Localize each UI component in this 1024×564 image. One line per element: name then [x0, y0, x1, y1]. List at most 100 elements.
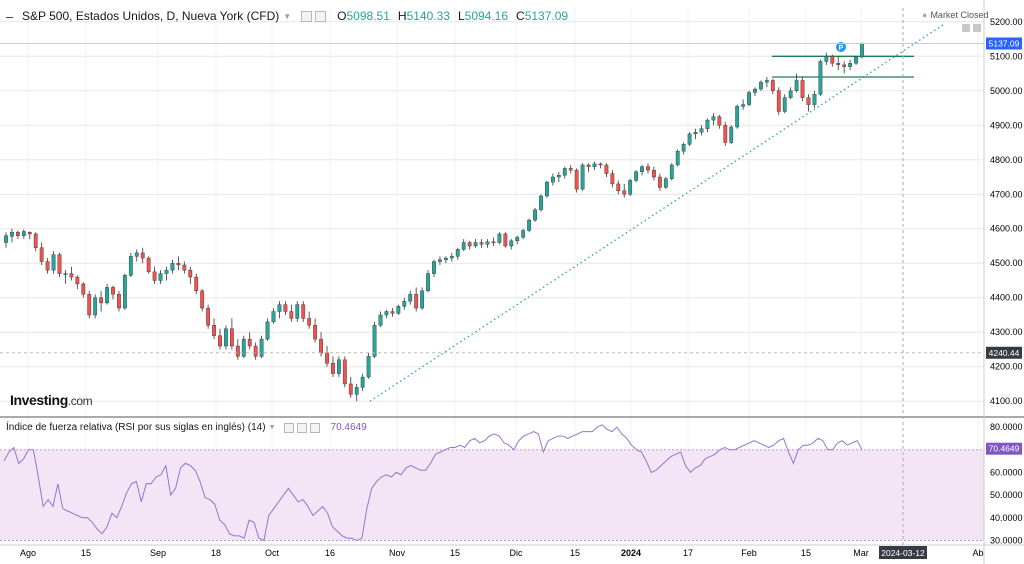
candle-body — [723, 125, 728, 143]
candle-body — [331, 363, 335, 374]
candle-body — [497, 233, 502, 243]
ohlc-values: O 5098.51 H 5140.33 L 5094.16 C 5137.09 — [329, 9, 568, 23]
candle-body — [473, 242, 478, 247]
candle-body — [806, 97, 811, 105]
candle-body — [224, 328, 228, 347]
candle-body — [509, 240, 514, 247]
candle-body — [610, 173, 615, 185]
candle-body — [21, 231, 26, 236]
visibility-icon[interactable] — [301, 10, 313, 22]
instrument-title[interactable]: S&P 500, Estados Unidos, D, Nueva York (… — [22, 9, 280, 23]
market-status-text: Market Closed — [930, 10, 989, 20]
candle-body — [420, 290, 425, 309]
candle-body — [218, 335, 222, 347]
candle-body — [711, 116, 716, 121]
candle-body — [788, 90, 793, 98]
candle-body — [253, 345, 258, 357]
candle-body — [545, 181, 549, 197]
candle-body — [81, 283, 86, 295]
candle-body — [342, 359, 347, 385]
price-tick-label: 4900.00 — [990, 120, 1023, 130]
candle-body — [842, 64, 847, 67]
candle-body — [200, 290, 205, 309]
low-value: 5094.16 — [464, 9, 509, 23]
rsi-title[interactable]: Índice de fuerza relativa (RSI por sus s… — [6, 422, 266, 433]
candle-body — [408, 294, 413, 302]
candle-body — [39, 247, 44, 262]
candle-body — [794, 80, 799, 91]
candle-body — [669, 164, 674, 179]
rsi-close-icon[interactable] — [309, 422, 320, 433]
time-tick-label: 15 — [81, 548, 91, 558]
crosshair-date-bg — [879, 546, 927, 559]
time-tick-label: Ab — [972, 548, 983, 558]
trend-lines — [369, 22, 946, 402]
candle-body — [325, 352, 329, 364]
candle-body — [622, 190, 627, 195]
candle-body — [485, 241, 490, 245]
time-tick-label: Feb — [741, 548, 757, 558]
low-label: L — [457, 9, 465, 23]
candle-body — [229, 328, 234, 347]
open-value: 5098.51 — [346, 9, 390, 23]
rsi-chevron-down-icon[interactable]: ▼ — [268, 424, 276, 431]
candle-body — [741, 104, 746, 107]
candle-body — [51, 254, 56, 271]
candle-body — [717, 116, 722, 126]
candle-body — [396, 306, 401, 314]
status-dot-icon: ● — [922, 10, 928, 20]
candle-body — [515, 237, 520, 242]
settings-icon[interactable] — [315, 10, 327, 22]
candle-body — [693, 131, 698, 135]
time-tick-label: 16 — [325, 548, 335, 558]
scale-right-icon[interactable] — [973, 24, 981, 32]
support-trendline — [369, 22, 946, 402]
candle-body — [360, 376, 365, 388]
candle-body — [592, 163, 597, 167]
rsi-overbought-band — [0, 449, 984, 541]
rsi-visibility-icon[interactable] — [283, 422, 294, 433]
rsi-settings-icon[interactable] — [296, 422, 307, 433]
crosshair-date-badge: 2024-03-12 — [881, 548, 925, 558]
candle-body — [295, 304, 300, 319]
candle-body — [776, 90, 781, 112]
candle-body — [681, 144, 686, 152]
candle-body — [57, 254, 62, 274]
candle-body — [586, 164, 591, 167]
candle-body — [782, 97, 787, 112]
candle-body — [770, 80, 775, 91]
candle-body — [378, 314, 383, 326]
price-tick-label: 4300.00 — [990, 327, 1023, 337]
candle-body — [146, 257, 151, 273]
scale-controls — [962, 24, 981, 32]
candle-body — [568, 168, 573, 171]
price-tick-label: 5100.00 — [990, 51, 1023, 61]
candle-body — [539, 195, 543, 210]
candle-body — [467, 242, 472, 247]
candle-body — [830, 56, 835, 64]
candle-body — [170, 263, 175, 271]
time-tick-label: 15 — [450, 548, 460, 558]
candle-body — [687, 133, 692, 145]
candle-body — [652, 169, 656, 178]
rsi-tick-label: 50.0000 — [990, 490, 1023, 500]
candle-body — [319, 338, 323, 354]
candle-body — [277, 304, 282, 312]
candle-body — [729, 126, 734, 143]
candle-body — [860, 43, 864, 58]
price-tick-label: 4100.00 — [990, 396, 1023, 406]
last-price-badge-bg — [986, 37, 1022, 50]
price-tick-label: 4200.00 — [990, 362, 1023, 372]
candle-body — [87, 294, 92, 316]
chevron-down-icon[interactable]: ▼ — [283, 11, 292, 21]
candle-body — [616, 183, 621, 192]
candle-body — [699, 128, 704, 133]
scale-left-icon[interactable] — [962, 24, 970, 32]
logo-suffix: .com — [67, 394, 93, 408]
high-value: 5140.33 — [406, 9, 450, 23]
candle-body — [4, 235, 8, 243]
collapse-icon[interactable]: – — [6, 8, 14, 24]
high-label: H — [397, 9, 407, 23]
rsi-tick-label: 80.0000 — [990, 422, 1023, 432]
